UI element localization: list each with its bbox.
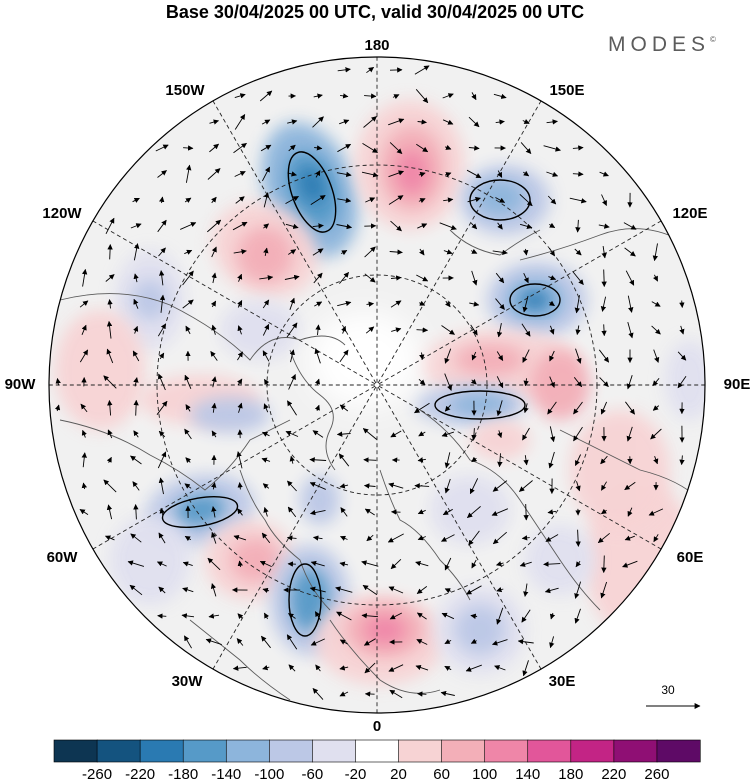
map-disc: [49, 57, 705, 713]
longitude-label: 150W: [165, 82, 205, 99]
colorbar-swatch: [570, 739, 615, 763]
colorbar-swatch: [527, 739, 572, 763]
colorbar-swatch: [355, 739, 400, 763]
map-boundary: [48, 56, 706, 714]
anomaly-contours: [161, 151, 561, 637]
colorbar-tick-label: 60: [433, 766, 450, 783]
wind-vectors: [54, 65, 687, 700]
reference-vector: 30: [646, 683, 701, 709]
colorbar-tick-label: -60: [302, 766, 324, 783]
colorbar-tick-label: -180: [168, 766, 198, 783]
brand-logo: MODES©: [608, 33, 716, 56]
longitude-label: 150E: [549, 82, 584, 99]
colorbar-swatch: [398, 739, 443, 763]
colorbar-swatch: [613, 739, 658, 763]
colorbar-swatch: [656, 739, 701, 763]
colorbar-swatch: [441, 739, 486, 763]
longitude-label: 90W: [5, 376, 37, 393]
colorbar-swatch: [312, 739, 357, 763]
graticule: [49, 57, 705, 713]
map-title: Base 30/04/2025 00 UTC, valid 30/04/2025…: [165, 2, 585, 22]
longitude-labels: 180 150E 120E 90E 60E 30E 0 30W 60W 90W 120W 150W: [5, 37, 750, 735]
colorbar-tick-label: -20: [345, 766, 367, 783]
colorbar-swatch: [269, 739, 313, 763]
colorbar-swatch: [484, 739, 529, 763]
colorbar-tick-label: 20: [390, 766, 407, 783]
colorbar-tick-label: -100: [254, 766, 284, 783]
colorbar-swatch: [225, 739, 270, 763]
longitude-label: 180: [364, 37, 389, 54]
colorbar-tick-label: 260: [644, 766, 669, 783]
longitude-label: 30W: [172, 673, 204, 690]
colorbar-tick-label: 180: [558, 766, 583, 783]
longitude-label: 60E: [677, 549, 704, 566]
colorbar: -260 -220 -180 -140 -100 -60 -20 20 60 100 140 180 2…: [53, 739, 701, 783]
colorbar-tick-label: 220: [601, 766, 626, 783]
colorbar-swatch: [182, 739, 227, 763]
longitude-label: 60W: [47, 549, 79, 566]
colorbar-swatch: [96, 739, 141, 763]
colorbar-tick-label: -260: [82, 766, 112, 783]
colorbar-swatch: [53, 739, 98, 763]
colorbar-tick-label: -220: [125, 766, 155, 783]
longitude-label: 90E: [724, 376, 750, 393]
colorbar-tick-label: 140: [515, 766, 540, 783]
colorbar-tick-label: -140: [211, 766, 241, 783]
longitude-label: 30E: [549, 673, 576, 690]
longitude-label: 120W: [42, 205, 82, 222]
longitude-label: 0: [373, 718, 381, 735]
longitude-label: 120E: [672, 205, 707, 222]
colorbar-tick-label: 100: [472, 766, 497, 783]
colorbar-swatch: [139, 739, 184, 763]
reference-vector-label: 30: [661, 683, 675, 697]
